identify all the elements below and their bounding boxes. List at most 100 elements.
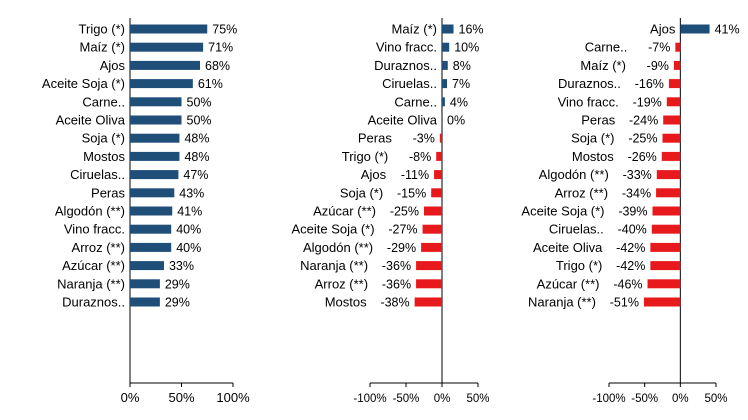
category-label: Trigo (*) bbox=[79, 22, 125, 37]
value-label: 10% bbox=[454, 41, 479, 55]
bar bbox=[431, 188, 442, 198]
x-tick-label: -50% bbox=[393, 393, 420, 405]
bar bbox=[130, 42, 204, 52]
value-label: -46% bbox=[613, 277, 642, 291]
x-tick-label: 50% bbox=[168, 390, 194, 405]
value-label: -25% bbox=[390, 205, 419, 219]
value-label: -34% bbox=[622, 186, 651, 200]
bar bbox=[650, 261, 681, 271]
category-label: Trigo (*) bbox=[556, 258, 602, 273]
category-label: Ajos bbox=[650, 22, 676, 37]
value-label: -29% bbox=[387, 241, 416, 255]
category-label: Peras bbox=[581, 113, 615, 128]
value-label: -42% bbox=[616, 241, 645, 255]
bar bbox=[130, 188, 175, 198]
value-label: 7% bbox=[452, 77, 470, 91]
value-label: 8% bbox=[453, 59, 471, 73]
category-label: Aceite Oliva bbox=[368, 113, 438, 128]
value-label: 75% bbox=[212, 23, 237, 37]
value-label: 29% bbox=[165, 296, 190, 310]
category-label: Carne.. bbox=[394, 94, 437, 109]
value-label: 50% bbox=[187, 95, 212, 109]
bar bbox=[439, 133, 442, 143]
value-label: -36% bbox=[382, 259, 411, 273]
value-label: 43% bbox=[179, 186, 204, 200]
category-label: Ciruelas.. bbox=[549, 222, 604, 237]
value-label: -24% bbox=[629, 114, 658, 128]
category-label: Carne.. bbox=[585, 40, 628, 55]
value-label: 0% bbox=[447, 114, 465, 128]
value-label: 41% bbox=[715, 23, 740, 37]
bar bbox=[442, 79, 448, 89]
bar bbox=[130, 224, 172, 234]
value-label: -7% bbox=[648, 41, 670, 55]
category-label: Ajos bbox=[361, 167, 387, 182]
value-label: 4% bbox=[450, 95, 468, 109]
value-label: -8% bbox=[409, 150, 431, 164]
category-label: Vino fracc. bbox=[558, 94, 619, 109]
bar bbox=[656, 188, 681, 198]
category-label: Soja (*) bbox=[340, 185, 383, 200]
chart-panel-3: -100% -50% 0% 50%Ajos 41%Carne.. -7%Maíz (*) -… bbox=[521, 18, 740, 405]
value-label: 41% bbox=[177, 205, 202, 219]
bar bbox=[661, 151, 681, 161]
x-tick-label: -100% bbox=[592, 393, 625, 405]
category-label: Ajos bbox=[100, 58, 126, 73]
bar bbox=[643, 297, 681, 307]
bar bbox=[436, 151, 442, 161]
value-label: -19% bbox=[633, 95, 662, 109]
value-label: -9% bbox=[647, 59, 669, 73]
bar bbox=[130, 279, 160, 289]
category-label: Naranja (**) bbox=[528, 295, 596, 310]
value-label: 61% bbox=[198, 77, 223, 91]
category-label: Ciruelas.. bbox=[382, 76, 437, 91]
category-label: Duraznos.. bbox=[374, 58, 437, 73]
category-label: Soja (*) bbox=[571, 131, 614, 146]
bar bbox=[130, 151, 180, 161]
value-label: 16% bbox=[459, 23, 484, 37]
value-label: -27% bbox=[388, 223, 417, 237]
bar bbox=[647, 279, 681, 289]
bar bbox=[666, 97, 681, 107]
value-label: -39% bbox=[618, 205, 647, 219]
x-tick-label: 100% bbox=[216, 390, 250, 405]
category-label: Vino fracc. bbox=[376, 40, 437, 55]
value-label: -51% bbox=[610, 296, 639, 310]
bar bbox=[442, 42, 450, 52]
value-label: -11% bbox=[401, 168, 429, 182]
x-tick-label: 0% bbox=[121, 390, 140, 405]
category-label: Algodón (**) bbox=[55, 204, 125, 219]
bar bbox=[130, 115, 182, 125]
bar bbox=[442, 24, 454, 34]
value-label: -3% bbox=[413, 132, 435, 146]
bar bbox=[130, 133, 180, 143]
bar bbox=[130, 60, 201, 70]
value-label: -40% bbox=[618, 223, 647, 237]
category-label: Azúcar (**) bbox=[313, 204, 376, 219]
category-label: Trigo (*) bbox=[342, 149, 388, 164]
category-label: Aceite Soja (*) bbox=[521, 204, 604, 219]
category-label: Aceite Oliva bbox=[533, 240, 603, 255]
category-label: Maíz (*) bbox=[580, 58, 626, 73]
bar bbox=[130, 261, 164, 271]
value-label: 71% bbox=[208, 41, 233, 55]
value-label: 29% bbox=[165, 277, 190, 291]
bar bbox=[656, 170, 681, 180]
category-label: Duraznos.. bbox=[62, 295, 125, 310]
value-label: -25% bbox=[628, 132, 657, 146]
category-label: Arroz (**) bbox=[555, 185, 608, 200]
bar bbox=[130, 206, 173, 216]
bar bbox=[662, 133, 681, 143]
category-label: Naranja (**) bbox=[57, 276, 125, 291]
category-label: Arroz (**) bbox=[72, 240, 125, 255]
bar bbox=[422, 224, 442, 234]
x-tick-label: 50% bbox=[704, 393, 727, 405]
category-label: Azúcar (**) bbox=[537, 276, 600, 291]
bar bbox=[130, 24, 208, 34]
bar bbox=[434, 170, 442, 180]
bar bbox=[650, 242, 681, 252]
bar bbox=[652, 206, 681, 216]
bar bbox=[421, 242, 442, 252]
bar bbox=[651, 224, 681, 234]
bar bbox=[130, 242, 172, 252]
